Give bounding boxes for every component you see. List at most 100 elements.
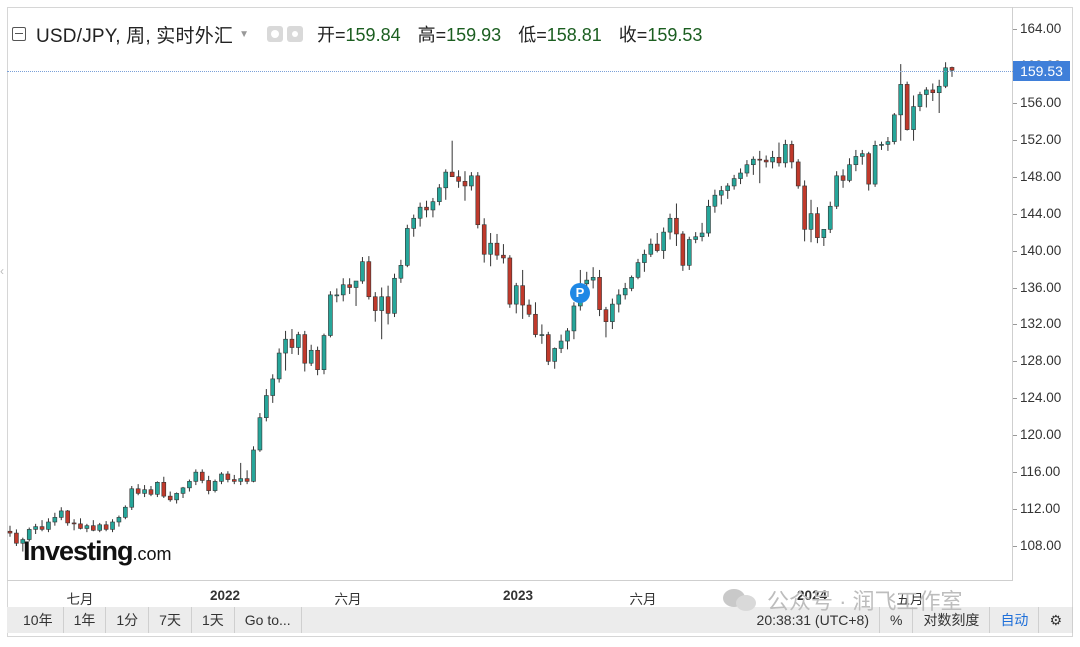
candle[interactable] — [46, 518, 51, 533]
candle[interactable] — [430, 197, 436, 218]
candle[interactable] — [731, 174, 737, 190]
candle[interactable] — [302, 330, 308, 372]
candle[interactable] — [334, 288, 340, 303]
candle[interactable] — [776, 142, 782, 167]
candle[interactable] — [892, 113, 897, 145]
candle[interactable] — [642, 249, 647, 272]
candle[interactable] — [520, 269, 525, 319]
candle[interactable] — [597, 269, 602, 317]
candle[interactable] — [847, 158, 852, 183]
candle[interactable] — [648, 238, 654, 258]
candle[interactable] — [699, 222, 705, 242]
candle[interactable] — [680, 231, 686, 271]
candle[interactable] — [757, 150, 763, 184]
candle[interactable] — [187, 479, 192, 492]
candle[interactable] — [161, 476, 167, 498]
candle[interactable] — [635, 258, 641, 280]
candle[interactable] — [65, 509, 70, 526]
candle[interactable] — [148, 485, 154, 497]
candle[interactable] — [257, 413, 263, 452]
candle[interactable] — [296, 331, 301, 355]
candle[interactable] — [366, 256, 372, 300]
candle[interactable] — [353, 280, 359, 306]
candle[interactable] — [328, 291, 333, 338]
range-1m-button[interactable]: 1分 — [106, 607, 150, 633]
candle[interactable] — [859, 149, 865, 165]
candle[interactable] — [456, 170, 461, 188]
candle[interactable] — [219, 472, 224, 485]
range-1y-button[interactable]: 1年 — [64, 607, 107, 633]
candle[interactable] — [475, 172, 481, 229]
candle[interactable] — [751, 156, 756, 175]
range-1d-button[interactable]: 1天 — [192, 607, 235, 633]
range-10y-button[interactable]: 10年 — [7, 607, 64, 633]
candle[interactable] — [936, 79, 942, 114]
candle[interactable] — [917, 91, 923, 112]
candle[interactable] — [879, 141, 884, 150]
candle[interactable] — [142, 485, 147, 498]
candle[interactable] — [558, 334, 564, 354]
candle[interactable] — [667, 213, 673, 240]
candle[interactable] — [853, 149, 859, 172]
candlestick-chart[interactable] — [7, 7, 1013, 581]
candle[interactable] — [238, 462, 243, 486]
candle[interactable] — [802, 180, 807, 242]
candle[interactable] — [738, 168, 743, 185]
candle[interactable] — [539, 324, 545, 344]
candle[interactable] — [405, 224, 410, 268]
candle[interactable] — [763, 155, 769, 168]
candle[interactable] — [654, 233, 660, 253]
candle[interactable] — [565, 328, 570, 350]
candle[interactable] — [193, 469, 199, 486]
candle[interactable] — [590, 267, 596, 289]
gear-icon[interactable] — [287, 26, 304, 42]
candle[interactable] — [308, 344, 314, 366]
candle[interactable] — [315, 346, 320, 376]
candle[interactable] — [437, 184, 442, 206]
candle[interactable] — [545, 331, 551, 366]
plot-area[interactable] — [7, 7, 1013, 581]
candle[interactable] — [97, 522, 103, 533]
candle[interactable] — [14, 529, 19, 546]
candle[interactable] — [347, 278, 352, 294]
candle[interactable] — [91, 520, 96, 532]
candle[interactable] — [725, 183, 731, 199]
candle[interactable] — [206, 475, 211, 495]
candle[interactable] — [411, 214, 417, 237]
candle[interactable] — [533, 302, 538, 338]
candle[interactable] — [674, 203, 679, 246]
candle[interactable] — [821, 229, 827, 246]
candle[interactable] — [379, 287, 384, 340]
chevron-down-icon[interactable]: ▼ — [239, 28, 250, 40]
candle[interactable] — [840, 169, 846, 188]
candle[interactable] — [898, 64, 904, 141]
candle[interactable] — [706, 199, 711, 237]
candle[interactable] — [244, 470, 250, 485]
candle[interactable] — [180, 486, 186, 498]
candle[interactable] — [469, 172, 474, 191]
candle[interactable] — [225, 471, 231, 483]
candle[interactable] — [129, 485, 135, 510]
candle[interactable] — [385, 285, 391, 325]
candle[interactable] — [827, 201, 833, 234]
candle[interactable] — [360, 257, 365, 284]
candle[interactable] — [26, 527, 32, 542]
candle[interactable] — [449, 140, 455, 178]
candle[interactable] — [488, 233, 493, 267]
candle[interactable] — [283, 330, 288, 371]
candle[interactable] — [71, 519, 77, 531]
candle[interactable] — [494, 233, 500, 260]
candle[interactable] — [885, 137, 891, 151]
candle[interactable] — [174, 492, 179, 504]
candle[interactable] — [616, 289, 622, 313]
candle[interactable] — [199, 469, 205, 484]
candle[interactable] — [872, 140, 878, 187]
candle[interactable] — [501, 244, 506, 264]
candle[interactable] — [84, 523, 90, 533]
candle[interactable] — [110, 519, 115, 533]
symbol-title[interactable]: USD/JPY, 周, 实时外汇 — [36, 25, 234, 47]
candle[interactable] — [943, 62, 948, 89]
candle[interactable] — [33, 523, 38, 534]
auto-scale-toggle[interactable]: 自动 — [990, 607, 1040, 633]
candle[interactable] — [866, 151, 871, 191]
